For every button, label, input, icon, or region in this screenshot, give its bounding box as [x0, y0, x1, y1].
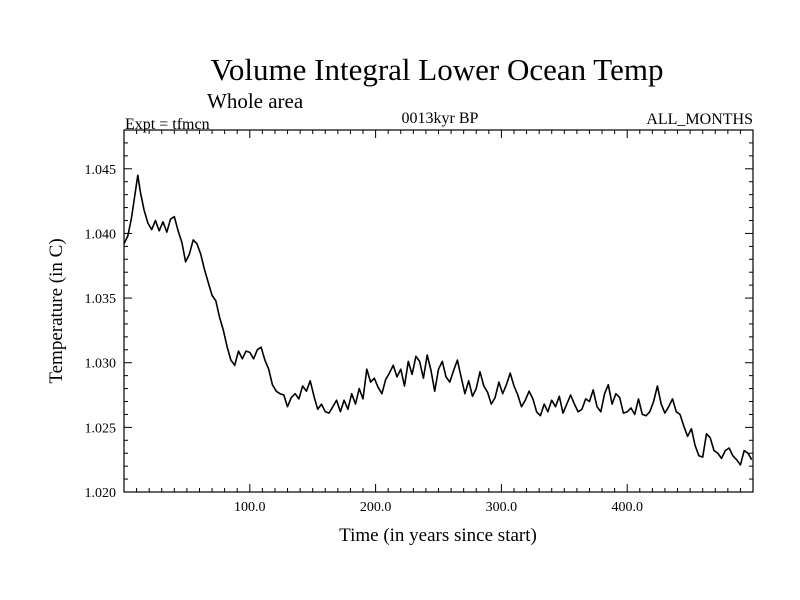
chart-title: Volume Integral Lower Ocean Temp	[211, 52, 664, 87]
y-axis-label: Temperature (in C)	[46, 238, 67, 383]
y-tick-label: 1.035	[85, 292, 117, 307]
series-line	[123, 174, 753, 466]
x-tick-label: 300.0	[486, 500, 518, 515]
period-label: 0013kyr BP	[402, 110, 479, 127]
y-tick-label: 1.040	[85, 227, 117, 242]
y-tick-label: 1.020	[85, 486, 117, 501]
expt-label: Expt = tfmcn	[125, 116, 210, 133]
y-tick-label: 1.030	[85, 357, 117, 372]
y-tick-label: 1.025	[85, 421, 117, 436]
x-tick-label: 100.0	[234, 500, 266, 515]
axis-ticks	[124, 130, 753, 492]
x-tick-label: 200.0	[360, 500, 392, 515]
y-tick-label: 1.045	[85, 163, 117, 178]
axis-tick-labels: 100.0 200.0 300.0 400.0 1.020 1.025 1.030 1.035…	[85, 163, 643, 515]
x-axis-label: Time (in years since start)	[339, 525, 537, 546]
months-label: ALL_MONTHS	[646, 111, 753, 128]
chart-subtitle: Whole area	[207, 89, 304, 113]
x-tick-label: 400.0	[611, 500, 643, 515]
